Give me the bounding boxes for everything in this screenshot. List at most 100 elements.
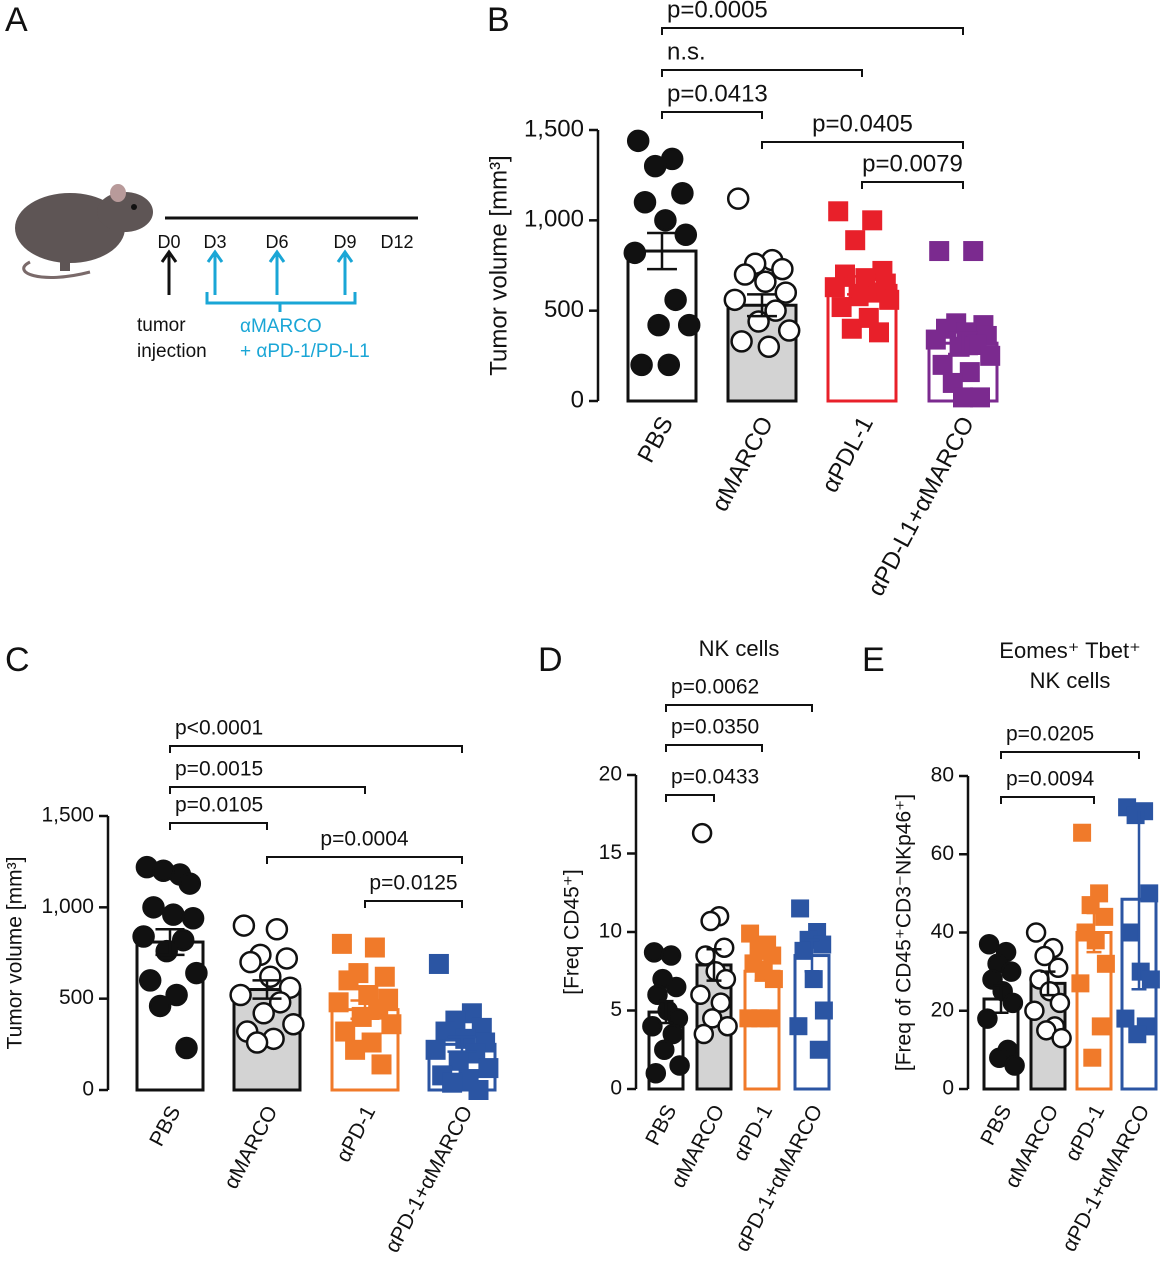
data-point xyxy=(1071,974,1090,993)
data-point xyxy=(138,969,162,992)
significance-bracket xyxy=(665,704,813,712)
significance-bracket xyxy=(169,745,463,753)
significance-bracket xyxy=(665,744,763,752)
data-point xyxy=(932,354,953,375)
error-bar xyxy=(754,960,770,982)
significance-bracket xyxy=(266,856,463,864)
data-point xyxy=(351,1006,372,1027)
significance-bracket xyxy=(169,786,366,794)
panel-label: A xyxy=(5,1,28,39)
data-point xyxy=(831,297,852,318)
y-tick-label: 40 xyxy=(931,920,954,943)
data-point xyxy=(633,191,657,214)
panel-label: C xyxy=(5,641,30,679)
data-point xyxy=(764,970,783,989)
data-point xyxy=(1121,923,1140,942)
data-point xyxy=(623,241,647,265)
error-bar xyxy=(993,984,1009,1014)
treatment-label: + αPD-1/PD-L1 xyxy=(240,341,370,362)
data-point xyxy=(654,1039,675,1060)
error-bar xyxy=(647,231,677,271)
y-tick-label: 1,500 xyxy=(524,115,584,142)
data-point xyxy=(690,984,711,1006)
data-point xyxy=(331,933,352,954)
data-point xyxy=(142,896,165,919)
p-value: p=0.0433 xyxy=(671,766,759,789)
y-axis-label: [Freq of CD45⁺CD3⁻NKp46⁺] xyxy=(893,794,916,1071)
p-value: p=0.0015 xyxy=(175,758,263,781)
chart-title: NK cells xyxy=(699,636,780,661)
data-point xyxy=(647,313,670,337)
data-point xyxy=(468,1080,489,1100)
y-tick-label: 1,500 xyxy=(41,804,94,827)
significance-bracket xyxy=(665,794,715,802)
data-point xyxy=(328,992,349,1013)
data-point xyxy=(478,1058,499,1079)
error-bar xyxy=(658,999,674,1025)
panel-label: B xyxy=(487,1,510,39)
data-point xyxy=(162,903,185,926)
data-point xyxy=(757,335,781,359)
x-tick-label: αPD-1 xyxy=(332,1102,380,1166)
x-tick-label: αPD-1 xyxy=(1061,1101,1109,1165)
data-point xyxy=(730,330,753,353)
significance-bracket xyxy=(364,900,463,908)
data-point xyxy=(364,937,385,958)
error-bar xyxy=(948,331,978,356)
p-value: p=0.0205 xyxy=(1006,723,1094,746)
data-point xyxy=(268,991,292,1014)
y-axis-label: [Freq CD45⁺] xyxy=(561,869,584,994)
data-point xyxy=(647,984,668,1006)
error-bar xyxy=(847,275,877,296)
data-point xyxy=(374,966,395,987)
start-label: injection xyxy=(137,341,207,362)
data-point xyxy=(148,994,172,1018)
data-point xyxy=(1116,1009,1135,1028)
p-value: p=0.0079 xyxy=(862,150,963,177)
data-point xyxy=(963,241,984,262)
error-bar xyxy=(447,1035,477,1053)
data-point xyxy=(674,223,698,247)
data-point xyxy=(671,181,694,205)
error-bar xyxy=(252,979,282,1000)
data-point xyxy=(789,1017,808,1036)
timeline-label: D0 xyxy=(157,232,180,252)
data-point xyxy=(741,924,760,943)
data-point xyxy=(642,1015,663,1037)
y-tick-label: 500 xyxy=(59,986,94,1009)
significance-bracket xyxy=(661,111,763,119)
data-point xyxy=(691,822,713,844)
p-value: p=0.0413 xyxy=(667,80,768,107)
y-tick-label: 500 xyxy=(544,296,584,323)
x-tick-label: αPD-L1+αMARCO xyxy=(863,412,980,600)
x-tick-label: αPD-1+αMARCO xyxy=(1058,1101,1155,1255)
p-value: p=0.0005 xyxy=(667,0,768,23)
data-point xyxy=(1049,992,1071,1014)
p-value: p=0.0004 xyxy=(320,828,408,851)
p-value: p=0.0350 xyxy=(671,716,759,739)
data-point xyxy=(1083,1048,1102,1067)
significance-bracket xyxy=(661,69,863,77)
data-point xyxy=(791,899,810,918)
error-bar xyxy=(350,999,380,1021)
error-bar xyxy=(747,293,777,318)
data-point xyxy=(338,970,359,991)
timeline-label: D6 xyxy=(265,232,288,252)
data-point xyxy=(733,263,757,286)
data-point xyxy=(232,914,256,937)
data-point xyxy=(677,313,701,337)
data-point xyxy=(828,201,849,222)
significance-bracket xyxy=(1000,796,1095,804)
y-tick-label: 80 xyxy=(931,764,954,787)
p-value: p=0.0405 xyxy=(812,110,913,137)
data-point xyxy=(626,129,650,153)
treatment-label: αMARCO xyxy=(240,316,322,337)
data-point xyxy=(959,362,980,383)
data-point xyxy=(723,288,747,312)
panel-label: E xyxy=(862,641,885,679)
data-point xyxy=(841,318,862,339)
data-point xyxy=(282,1012,305,1036)
error-bar xyxy=(1086,911,1102,954)
panel-label: D xyxy=(538,641,563,679)
data-point xyxy=(925,329,946,350)
